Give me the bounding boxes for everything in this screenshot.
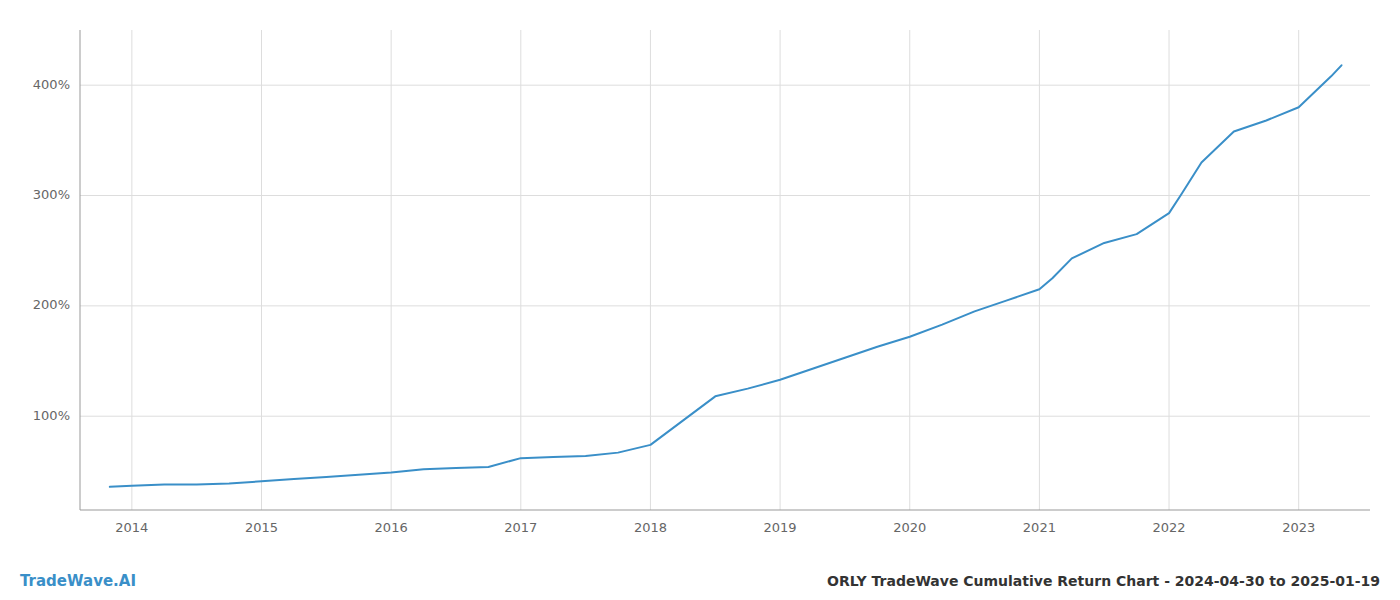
y-tick-label: 300% (33, 187, 70, 202)
x-tick-label: 2021 (1023, 520, 1056, 535)
x-tick-label: 2017 (504, 520, 537, 535)
x-grid-line (909, 30, 910, 510)
line (110, 65, 1342, 487)
chart: 100% 200% 300% 400% 2014 2015 2016 2017 2018 2019… (0, 0, 1400, 600)
x-grid-line (261, 30, 262, 510)
x-grid-line (1169, 30, 1170, 510)
plot-area (110, 65, 1342, 487)
x-grid-line (1298, 30, 1299, 510)
y-tick-label: 200% (33, 297, 70, 312)
x-tick-label: 2020 (893, 520, 926, 535)
y-grid-line (80, 416, 1370, 417)
axes: 100% 200% 300% 400% 2014 2015 2016 2017 2018 2019… (33, 30, 1370, 535)
x-grid-line (1039, 30, 1040, 510)
x-tick-label: 2014 (115, 520, 148, 535)
y-tick-label: 100% (33, 408, 70, 423)
y-grid-line (80, 195, 1370, 196)
x-tick-label: 2022 (1152, 520, 1185, 535)
x-tick-label: 2015 (245, 520, 278, 535)
title: ORLY TradeWave Cumulative Return Chart -… (827, 573, 1380, 589)
x-tick-label: 2016 (375, 520, 408, 535)
x-tick-label: 2018 (634, 520, 667, 535)
x-grid-line (520, 30, 521, 510)
x-grid-line (780, 30, 781, 510)
x-grid-line (650, 30, 651, 510)
background (0, 0, 1400, 600)
y-tick-label: 400% (33, 77, 70, 92)
x-grid-line (391, 30, 392, 510)
y-axis-line (80, 30, 81, 510)
x-axis-line (80, 510, 1370, 511)
x-tick-label: 2019 (764, 520, 797, 535)
y-grid-line (80, 85, 1370, 86)
x-tick-label: 2023 (1282, 520, 1315, 535)
grid (80, 30, 1370, 510)
watermark: TradeWave.AI (20, 572, 136, 590)
x-grid-line (131, 30, 132, 510)
y-grid-line (80, 305, 1370, 306)
